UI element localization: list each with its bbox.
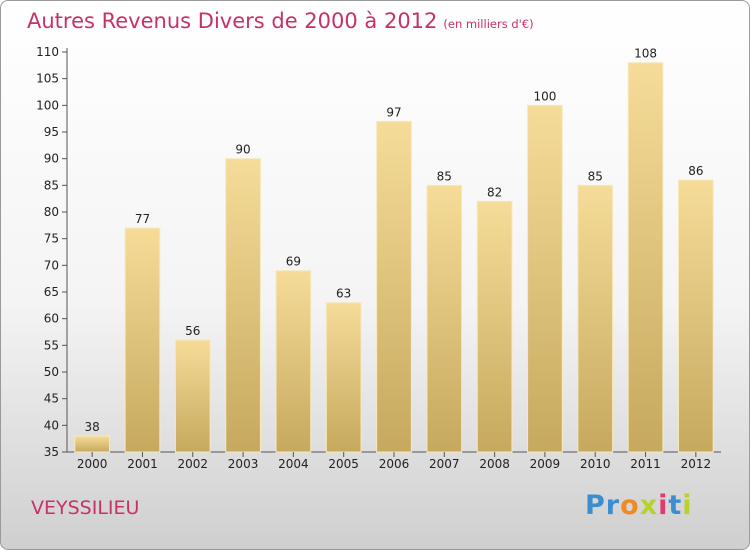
y-tick-label: 105 (36, 72, 59, 86)
chart-title: Autres Revenus Divers de 2000 à 2012 (en … (27, 9, 534, 33)
logo-letter: x (639, 490, 659, 521)
data-label: 85 (588, 169, 603, 183)
bar (325, 302, 362, 453)
data-label: 100 (533, 89, 556, 103)
logo-letter: i (658, 490, 669, 521)
x-tick-label: 2004 (278, 457, 309, 471)
chart-title-text: Autres Revenus Divers de 2000 à 2012 (27, 9, 438, 33)
logo-letter: o (620, 490, 640, 521)
data-label: 38 (85, 420, 100, 434)
y-tick-label: 70 (44, 258, 59, 272)
logo-letter: t (668, 490, 683, 521)
data-label: 69 (286, 255, 301, 269)
bar (476, 200, 513, 453)
x-tick-label: 2011 (630, 457, 661, 471)
x-tick-label: 2006 (379, 457, 410, 471)
data-label: 82 (487, 185, 502, 199)
y-tick-label: 60 (44, 312, 59, 326)
data-label: 86 (688, 164, 703, 178)
logo-letter: r (605, 490, 621, 521)
x-tick-label: 2002 (177, 457, 208, 471)
y-tick-label: 45 (44, 392, 59, 406)
data-label: 85 (437, 169, 452, 183)
data-label: 108 (634, 47, 657, 61)
proxiti-logo: Proxiti (585, 490, 693, 521)
x-tick-label: 2012 (681, 457, 712, 471)
y-tick-label: 95 (44, 125, 59, 139)
bar (174, 339, 211, 453)
y-tick-label: 80 (44, 205, 59, 219)
data-label: 56 (185, 324, 200, 338)
location-name: VEYSSILIEU (31, 497, 140, 519)
data-label: 63 (336, 287, 351, 301)
bar (74, 435, 111, 453)
bar (275, 270, 312, 453)
bar (627, 62, 664, 453)
chart-subtitle: (en milliers d'€) (443, 17, 534, 31)
y-tick-label: 65 (44, 285, 59, 299)
y-tick-label: 100 (36, 98, 59, 112)
y-tick-label: 35 (44, 445, 59, 459)
y-tick-label: 85 (44, 178, 59, 192)
x-tick-label: 2007 (429, 457, 460, 471)
data-label: 77 (135, 212, 150, 226)
y-tick-label: 110 (36, 45, 59, 59)
x-tick-label: 2009 (530, 457, 561, 471)
bar (225, 158, 261, 453)
logo-letter: P (585, 490, 606, 521)
y-tick-label: 50 (44, 365, 59, 379)
y-tick-label: 75 (44, 232, 59, 246)
x-tick-label: 2005 (328, 457, 359, 471)
bar (677, 179, 714, 453)
y-tick-label: 40 (44, 418, 59, 432)
bar (577, 184, 614, 453)
logo-letter: i (682, 490, 693, 521)
y-tick-label: 90 (44, 152, 59, 166)
y-tick-label: 55 (44, 338, 59, 352)
x-tick-label: 2003 (228, 457, 259, 471)
x-tick-label: 2008 (479, 457, 510, 471)
bar (376, 120, 412, 453)
data-label: 90 (235, 143, 250, 157)
bar (426, 184, 463, 453)
x-tick-label: 2001 (127, 457, 158, 471)
data-label: 97 (386, 105, 401, 119)
bar (124, 227, 161, 453)
x-tick-label: 2010 (580, 457, 611, 471)
x-tick-label: 2000 (77, 457, 108, 471)
bar (527, 104, 563, 453)
